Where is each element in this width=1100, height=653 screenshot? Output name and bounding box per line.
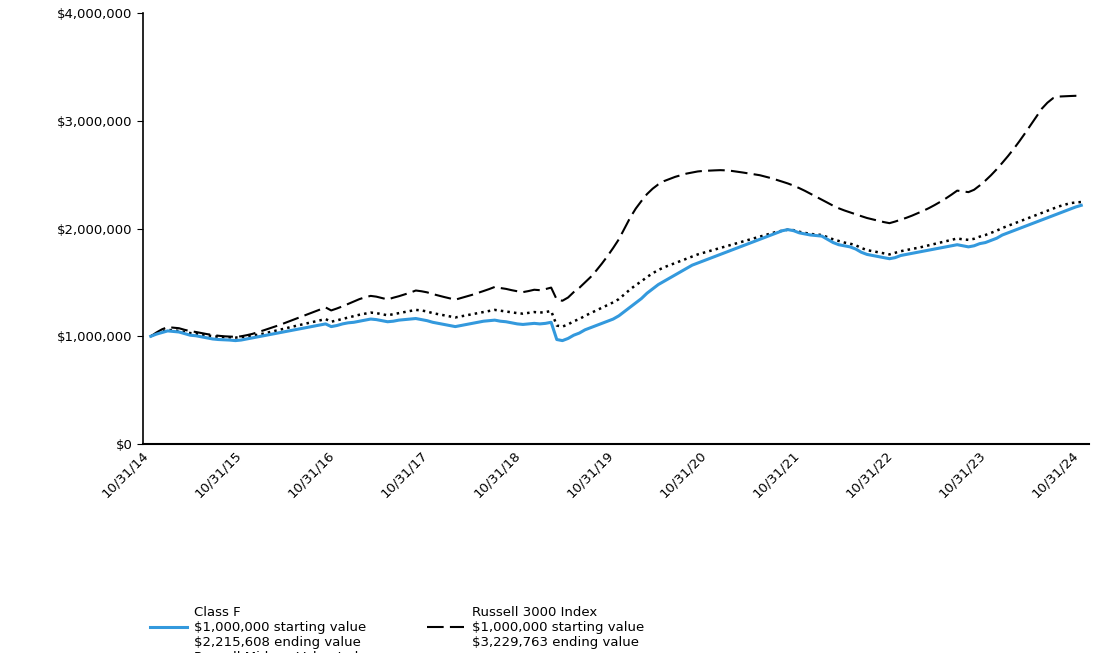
- Legend: Class F
$1,000,000 starting value
$2,215,608 ending value, Russell Midcap Value : Class F $1,000,000 starting value $2,215…: [150, 606, 645, 653]
